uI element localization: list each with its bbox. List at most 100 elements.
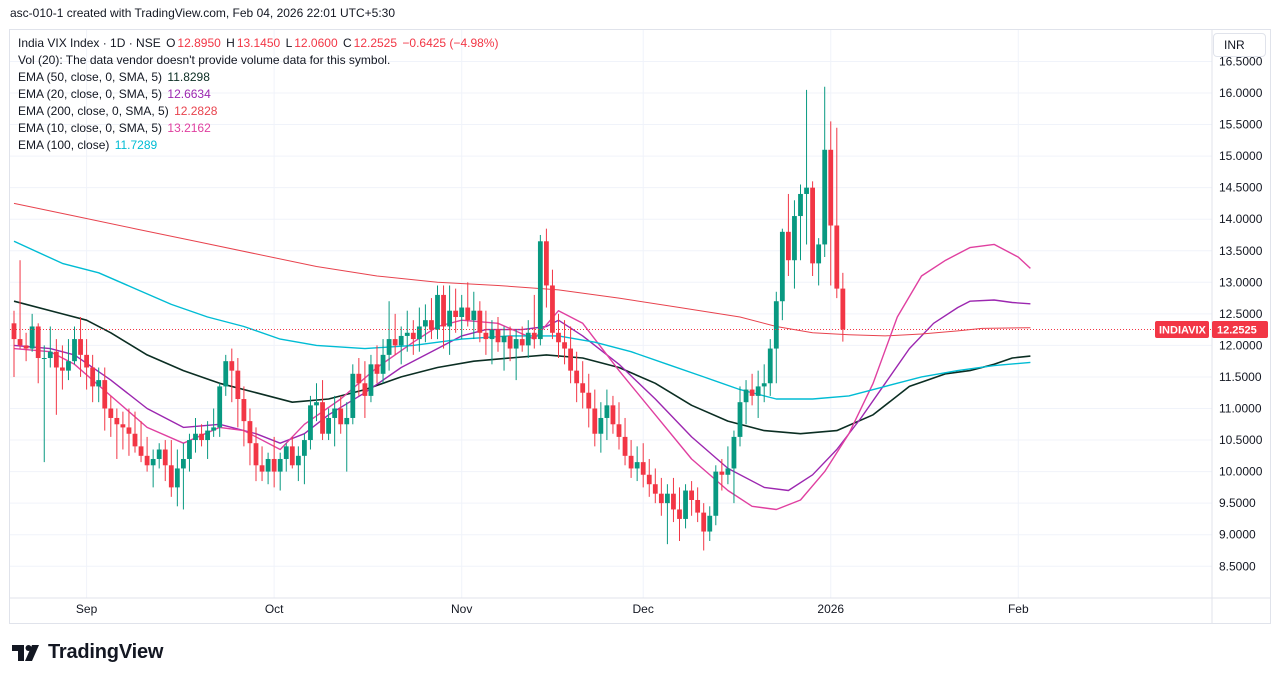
candle — [495, 317, 501, 352]
indicator-row-ema50[interactable]: EMA (50, close, 0, SMA, 5) 11.8298 — [18, 69, 500, 86]
candle-body — [404, 332, 410, 336]
candle — [435, 285, 440, 340]
candle-body — [338, 408, 344, 425]
candle-body — [610, 405, 616, 425]
candle-body — [132, 433, 138, 447]
price-tag-label: 12.2525 — [1217, 324, 1257, 336]
candle — [562, 320, 567, 365]
candle — [725, 446, 731, 485]
candle — [737, 386, 743, 447]
candle-body — [749, 389, 755, 396]
candle-body — [181, 458, 186, 469]
candle — [822, 86, 828, 258]
candle — [199, 424, 204, 447]
candle — [671, 477, 676, 523]
candle-body — [646, 474, 652, 485]
candle-body — [29, 326, 35, 349]
candle-body — [174, 468, 180, 488]
candle-body — [507, 335, 513, 349]
candle — [471, 291, 477, 340]
candle — [368, 354, 374, 403]
candle-body — [677, 509, 682, 519]
tradingview-logo[interactable]: TradingView — [12, 641, 163, 664]
indicator-value: 11.7289 — [114, 138, 158, 152]
candle — [380, 339, 386, 384]
candle-body — [840, 288, 846, 330]
candle — [162, 440, 168, 482]
candle — [217, 383, 223, 437]
ema-series-line — [13, 300, 1031, 435]
candle — [743, 380, 749, 425]
candle-body — [604, 405, 610, 418]
candle-body — [495, 329, 501, 343]
candle — [205, 421, 210, 459]
candle-body — [392, 339, 398, 346]
candle-body — [241, 399, 247, 422]
candle — [338, 395, 344, 434]
x-tick-label: Feb — [1008, 602, 1029, 616]
candle — [574, 351, 580, 403]
ohlc-open-label: O — [166, 36, 176, 50]
candle-body — [41, 358, 47, 360]
indicator-value: 11.8298 — [167, 70, 210, 84]
candle-body — [150, 458, 156, 466]
indicator-row-ema200[interactable]: EMA (200, close, 0, SMA, 5) 12.2828 — [18, 103, 500, 120]
indicator-row-volume[interactable]: Vol (20): The data vendor doesn't provid… — [18, 52, 500, 69]
candle — [410, 320, 416, 355]
candle — [150, 449, 156, 488]
candle — [223, 354, 229, 396]
candle-body — [725, 468, 731, 475]
candle-body — [598, 417, 604, 434]
symbol-name[interactable]: India VIX Index · 1D · NSE — [18, 36, 161, 50]
ema-series-line — [13, 240, 1031, 400]
currency-button[interactable]: INR — [1213, 33, 1266, 57]
indicator-row-ema20[interactable]: EMA (20, close, 0, SMA, 5) 12.6634 — [18, 86, 500, 103]
candle — [513, 329, 519, 381]
candle — [211, 408, 217, 437]
candle — [60, 345, 65, 390]
chart-frame — [9, 29, 1271, 624]
candle-body — [429, 320, 434, 330]
candle-body — [253, 443, 259, 466]
candle — [628, 440, 634, 478]
candle-body — [289, 446, 295, 466]
candle — [23, 332, 29, 362]
candle-body — [120, 424, 126, 428]
candle — [840, 272, 846, 342]
indicator-label: Vol (20): The data vendor doesn't provid… — [18, 53, 391, 67]
candle — [47, 326, 53, 368]
candle — [326, 408, 331, 441]
x-tick-label: 2026 — [817, 602, 844, 616]
candle-body — [761, 383, 767, 387]
symbol-row[interactable]: India VIX Index · 1D · NSE O 12.8950 H 13.… — [18, 35, 500, 52]
candle — [719, 458, 725, 491]
candle — [525, 320, 531, 359]
candle-body — [386, 339, 392, 355]
indicator-label: EMA (50, close, 0, SMA, 5) — [18, 70, 163, 84]
candle — [114, 408, 120, 459]
indicator-label: EMA (20, close, 0, SMA, 5) — [18, 87, 163, 101]
ohlc-close-label: C — [342, 36, 352, 50]
candle — [798, 184, 803, 261]
candle — [677, 487, 682, 542]
candle-body — [658, 493, 664, 504]
candle — [441, 285, 446, 349]
candle — [229, 348, 235, 403]
candle — [423, 304, 428, 343]
indicator-row-ema100[interactable]: EMA (100, close) 11.7289 — [18, 137, 500, 154]
candle — [29, 313, 35, 352]
indicator-row-ema10[interactable]: EMA (10, close, 0, SMA, 5) 13.2162 — [18, 120, 500, 137]
candle — [320, 380, 325, 441]
candle-body — [11, 323, 17, 340]
candle — [11, 310, 17, 377]
candle-layer — [11, 86, 846, 551]
candle — [519, 326, 525, 352]
candle — [289, 436, 295, 469]
candle — [344, 402, 350, 472]
candle-body — [743, 389, 749, 403]
y-tick-label: 12.5000 — [1219, 307, 1263, 321]
candle — [658, 477, 664, 516]
candle-body — [314, 402, 319, 406]
y-tick-label: 11.0000 — [1219, 402, 1262, 416]
